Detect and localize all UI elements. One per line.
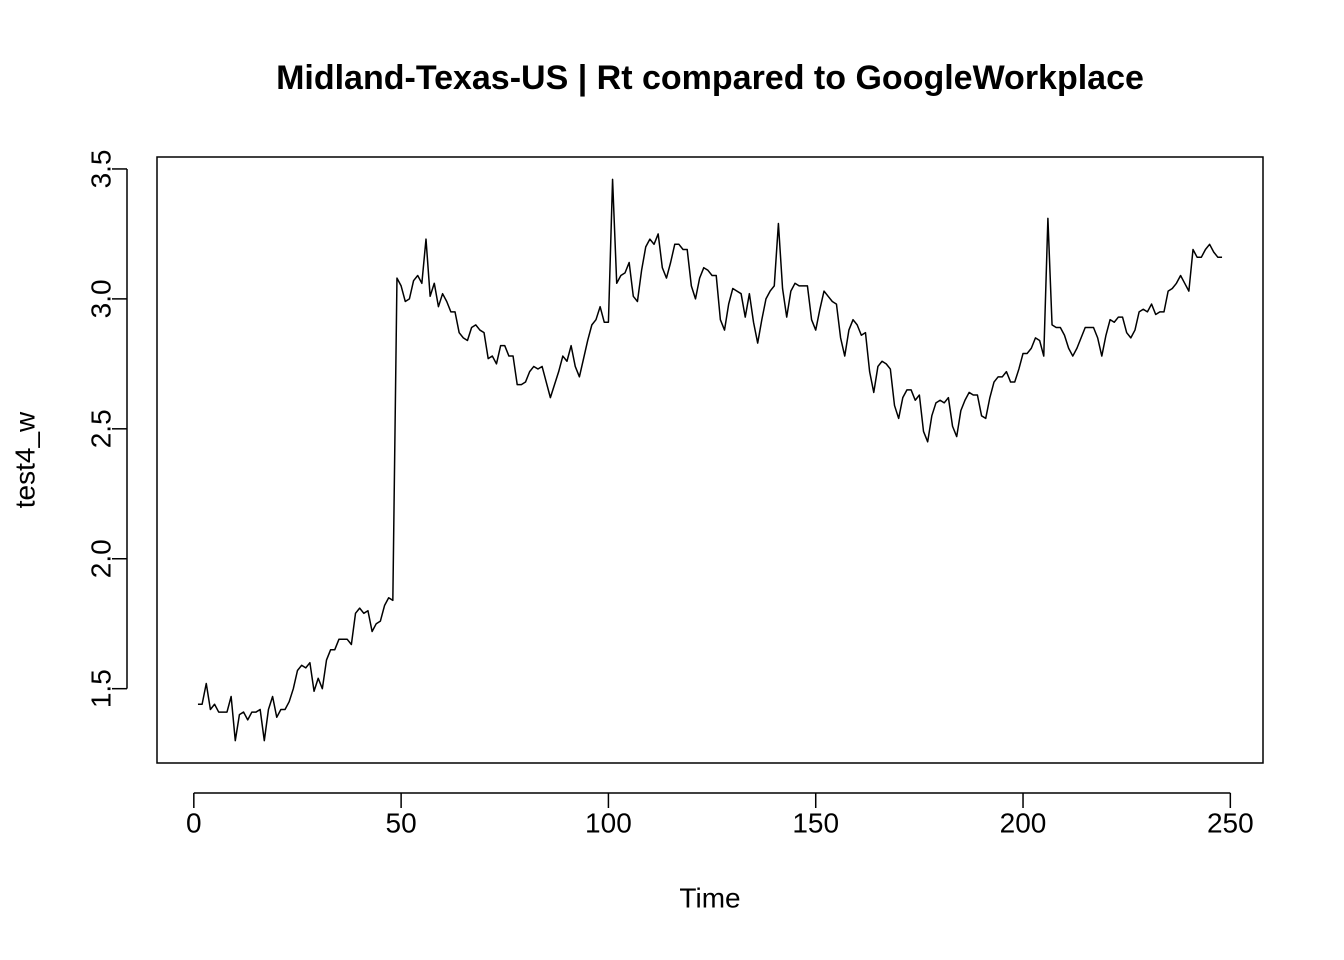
x-tick-label: 250 [1207, 807, 1254, 838]
y-tick-label: 3.0 [85, 279, 116, 318]
y-axis-label: test4_w [9, 411, 40, 508]
x-tick-label: 100 [585, 807, 632, 838]
x-tick-label: 0 [186, 807, 202, 838]
plot-box [156, 156, 1264, 764]
data-line [197, 178, 1223, 742]
x-tick-label: 200 [1000, 807, 1047, 838]
y-tick-label: 1.5 [85, 669, 116, 708]
y-tick-label: 2.5 [85, 409, 116, 448]
y-tick-label: 3.5 [85, 149, 116, 188]
x-tick-label: 50 [386, 807, 417, 838]
chart-title: Midland-Texas-US | Rt compared to Google… [276, 59, 1144, 97]
y-tick-label: 2.0 [85, 539, 116, 578]
x-tick-label: 150 [792, 807, 839, 838]
x-axis-label: Time [679, 882, 740, 913]
